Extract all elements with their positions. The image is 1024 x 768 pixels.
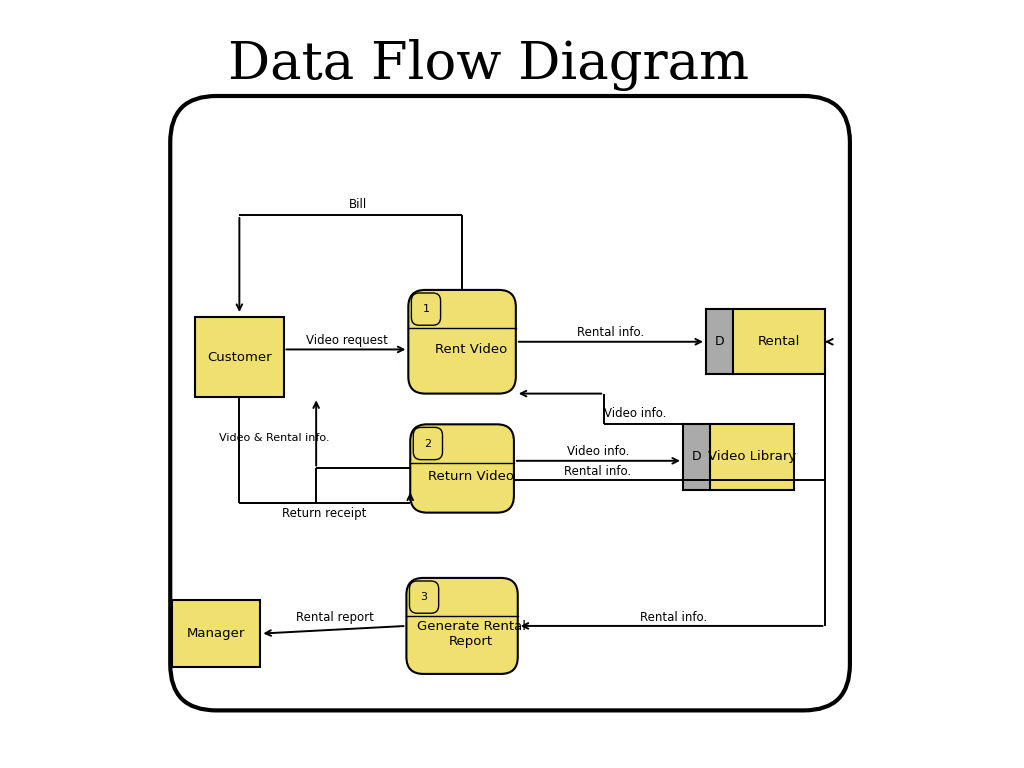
Text: Generate Rental
Report: Generate Rental Report <box>417 620 525 647</box>
FancyBboxPatch shape <box>172 600 260 667</box>
Text: D: D <box>715 336 724 348</box>
Text: Customer: Customer <box>207 351 271 363</box>
Text: Rental: Rental <box>758 336 800 348</box>
FancyBboxPatch shape <box>414 427 442 459</box>
FancyBboxPatch shape <box>411 424 514 513</box>
FancyBboxPatch shape <box>409 290 516 393</box>
Text: 2: 2 <box>424 439 431 449</box>
Bar <box>683 424 710 490</box>
Text: Rental report: Rental report <box>296 611 375 624</box>
Text: Video info.: Video info. <box>604 408 666 421</box>
Text: Data Flow Diagram: Data Flow Diagram <box>228 39 750 91</box>
Text: Video request: Video request <box>306 334 388 347</box>
Text: 1: 1 <box>423 304 429 314</box>
Text: Rental info.: Rental info. <box>640 611 707 624</box>
Text: 3: 3 <box>421 592 428 602</box>
Text: Video info.: Video info. <box>567 445 629 458</box>
Text: Rent Video: Rent Video <box>435 343 508 356</box>
Text: Video & Rental info.: Video & Rental info. <box>219 432 329 443</box>
Text: Manager: Manager <box>187 627 246 640</box>
Text: Return Video: Return Video <box>428 470 514 482</box>
Text: Video Library: Video Library <box>708 451 796 463</box>
Bar <box>706 310 825 375</box>
Text: Rental info.: Rental info. <box>577 326 644 339</box>
FancyBboxPatch shape <box>410 581 438 613</box>
FancyBboxPatch shape <box>170 96 850 710</box>
Text: D: D <box>691 451 701 463</box>
Text: Rental info.: Rental info. <box>564 465 632 478</box>
Text: Bill: Bill <box>349 198 368 211</box>
FancyBboxPatch shape <box>412 293 440 326</box>
Bar <box>706 310 733 375</box>
Bar <box>683 424 795 490</box>
Text: Return receipt: Return receipt <box>282 507 366 520</box>
FancyBboxPatch shape <box>196 316 284 398</box>
FancyBboxPatch shape <box>407 578 518 674</box>
